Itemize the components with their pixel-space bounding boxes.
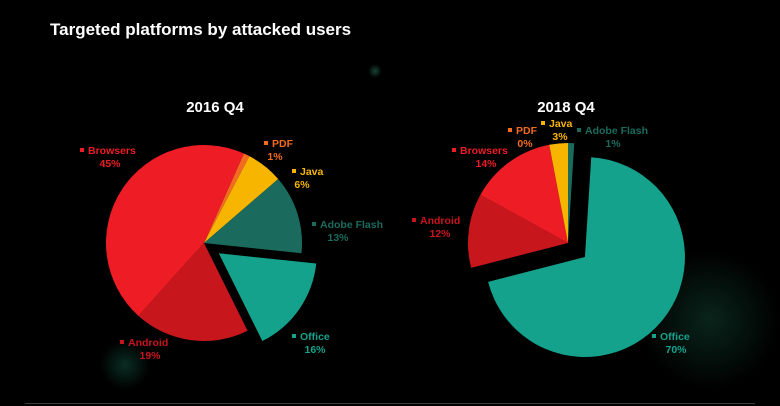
slice-value-adobe-flash: 1% (605, 138, 621, 150)
slice-value-android: 12% (429, 228, 451, 240)
slice-label-android: Android (420, 215, 460, 227)
slice-label-pdf: PDF (516, 125, 538, 137)
slice-label-browsers: Browsers (88, 145, 136, 157)
slice-browsers (480, 144, 568, 243)
background-glow (368, 64, 382, 78)
slice-value-pdf: 0% (517, 138, 533, 150)
legend-marker-browsers (452, 148, 456, 152)
slice-value-office: 70% (665, 344, 687, 356)
slice-label-android: Android (128, 337, 168, 349)
chart-title: 2018 Q4 (537, 99, 595, 116)
pie-2016 (106, 145, 317, 342)
slice-pdf (204, 153, 250, 243)
slice-value-pdf: 1% (267, 151, 283, 163)
slice-value-adobe-flash: 13% (327, 232, 349, 244)
slice-label-java: Java (300, 166, 324, 178)
slice-label-browsers: Browsers (460, 145, 508, 157)
background-glow (100, 340, 150, 390)
slice-value-office: 16% (304, 344, 326, 356)
legend-marker-adobe-flash (577, 128, 581, 132)
slice-adobe-flash (204, 178, 302, 254)
slice-value-browsers: 45% (99, 158, 121, 170)
legend-marker-android (412, 218, 416, 222)
slice-label-pdf: PDF (272, 138, 294, 150)
legend-marker-java (541, 121, 545, 125)
legend-marker-android (120, 340, 124, 344)
slice-value-java: 6% (294, 179, 310, 191)
slice-value-android: 19% (139, 350, 161, 362)
legend-marker-java (292, 169, 296, 173)
slice-value-java: 3% (552, 131, 568, 143)
slice-office (218, 253, 317, 342)
slice-android (468, 194, 568, 268)
page-title: Targeted platforms by attacked users (50, 20, 352, 39)
slice-browsers (106, 145, 244, 316)
slice-label-adobe-flash: Adobe Flash (320, 219, 383, 231)
legend-marker-office (652, 334, 656, 338)
slice-android (138, 243, 248, 341)
legend-marker-pdf (264, 141, 268, 145)
slice-label-office: Office (300, 331, 330, 343)
legend-marker-pdf (508, 128, 512, 132)
slice-value-browsers: 14% (475, 158, 497, 170)
slice-label-adobe-flash: Adobe Flash (585, 125, 648, 137)
slice-adobe-flash (568, 143, 575, 243)
divider (25, 403, 755, 404)
pie-2018 (468, 143, 685, 358)
legend-marker-office (292, 334, 296, 338)
slice-office (488, 157, 685, 358)
slice-label-office: Office (660, 331, 690, 343)
slice-java (204, 156, 279, 243)
slice-java (549, 143, 568, 243)
legend-marker-adobe-flash (312, 222, 316, 226)
legend-marker-browsers (80, 148, 84, 152)
slice-label-java: Java (549, 118, 573, 130)
chart-title: 2016 Q4 (186, 99, 244, 116)
